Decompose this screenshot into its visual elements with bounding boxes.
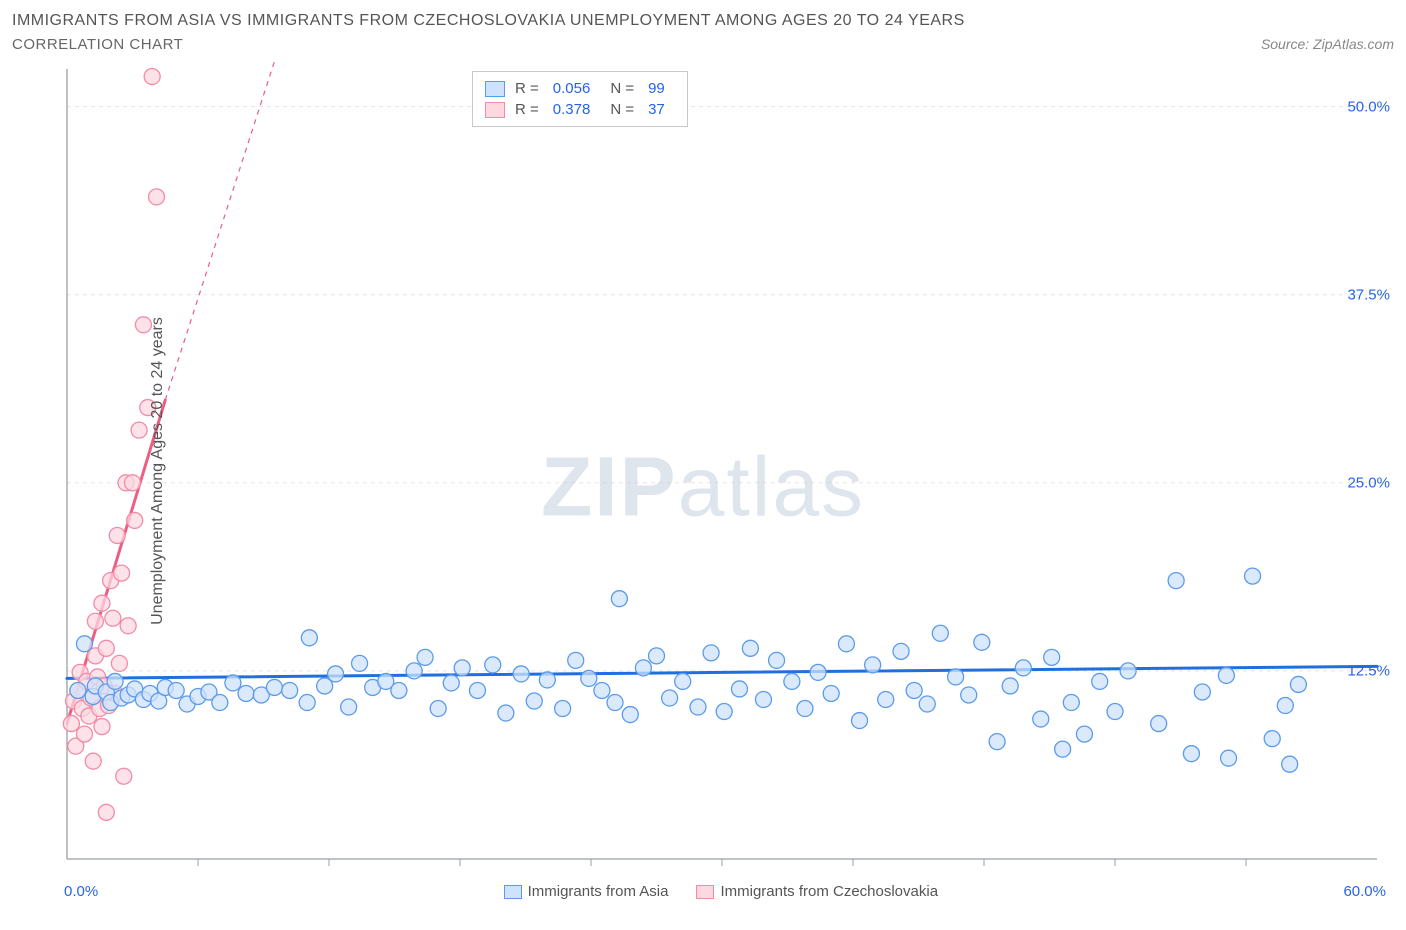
legend-item: Immigrants from Czechoslovakia [696, 883, 938, 900]
legend-row: R = 0.056 N = 99 [485, 78, 675, 99]
legend-swatch [485, 81, 505, 97]
y-tick-label: 50.0% [1347, 98, 1390, 115]
source-attribution: Source: ZipAtlas.com [1261, 36, 1394, 52]
x-axis-row: 0.0% Immigrants from Asia Immigrants fro… [12, 883, 1394, 900]
scatter-plot-svg [12, 61, 1394, 881]
legend-r-value: 0.378 [553, 101, 591, 118]
legend-n-label: N = [610, 101, 634, 118]
chart-title-line1: IMMIGRANTS FROM ASIA VS IMMIGRANTS FROM … [12, 12, 1394, 30]
legend-swatch [485, 102, 505, 118]
legend-label: Immigrants from Czechoslovakia [720, 883, 938, 900]
y-tick-label: 12.5% [1347, 662, 1390, 679]
correlation-legend: R = 0.056 N = 99 R = 0.378 N = 37 [472, 71, 688, 127]
y-tick-label: 25.0% [1347, 474, 1390, 491]
chart-area: Unemployment Among Ages 20 to 24 years Z… [12, 61, 1394, 881]
x-min-label: 0.0% [64, 883, 98, 900]
y-tick-label: 37.5% [1347, 286, 1390, 303]
legend-swatch [504, 885, 522, 899]
legend-n-value: 37 [648, 101, 665, 118]
y-axis-label: Unemployment Among Ages 20 to 24 years [149, 317, 167, 625]
legend-r-label: R = [515, 101, 539, 118]
legend-item: Immigrants from Asia [504, 883, 669, 900]
legend-r-value: 0.056 [553, 80, 591, 97]
legend-n-label: N = [610, 80, 634, 97]
series-legend: Immigrants from Asia Immigrants from Cze… [504, 883, 938, 900]
legend-row: R = 0.378 N = 37 [485, 99, 675, 120]
legend-label: Immigrants from Asia [528, 883, 669, 900]
chart-title-line2: CORRELATION CHART [12, 36, 183, 53]
chart-header: IMMIGRANTS FROM ASIA VS IMMIGRANTS FROM … [12, 12, 1394, 53]
legend-n-value: 99 [648, 80, 665, 97]
legend-swatch [696, 885, 714, 899]
x-max-label: 60.0% [1343, 883, 1386, 900]
legend-r-label: R = [515, 80, 539, 97]
